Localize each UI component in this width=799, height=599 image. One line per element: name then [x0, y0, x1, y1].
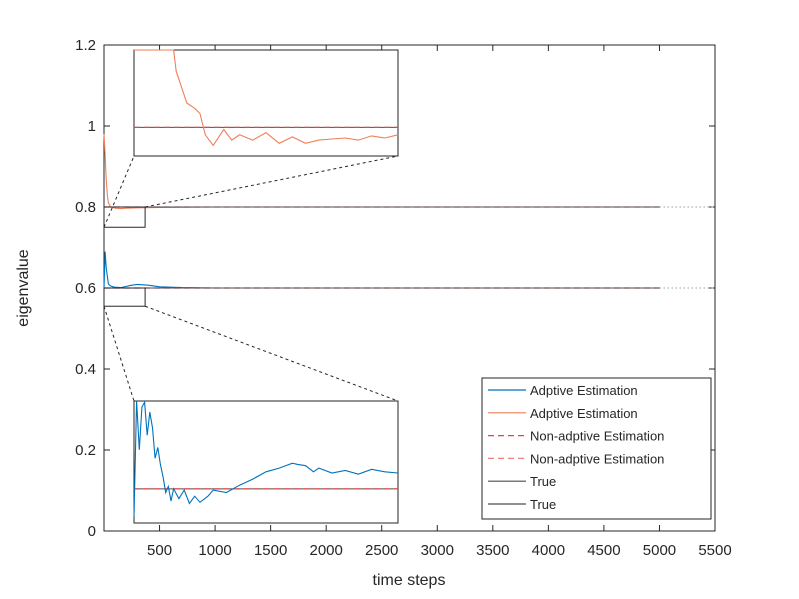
legend-label: Adptive Estimation: [530, 406, 638, 421]
inset-curve: [134, 49, 399, 147]
zoom-connector: [145, 155, 399, 208]
inset-lower-box: [133, 400, 399, 524]
inset-curve: [133, 400, 399, 517]
zoom-connector: [103, 155, 135, 228]
x-axis-label: time steps: [373, 572, 446, 589]
zoom-connector: [103, 306, 135, 402]
inset-upper-box: [133, 49, 399, 157]
series-layer: [103, 134, 715, 289]
legend-label: True: [530, 497, 556, 512]
legend-label: Non-adptive Estimation: [530, 429, 664, 444]
x-tick-label: 2000: [309, 542, 342, 559]
legend-label: True: [530, 474, 556, 489]
x-tick-label: 4000: [532, 542, 565, 559]
x-tick-label: 500: [147, 542, 172, 559]
legend: Adptive Estimation Adptive Estimation Non-…: [481, 377, 712, 520]
y-tick-label: 0.8: [75, 199, 96, 216]
y-tick-label: 0.6: [75, 280, 96, 297]
zoom-layer: [103, 155, 399, 402]
legend-box: [481, 377, 712, 520]
zoom-rect-lower: [103, 287, 146, 307]
y-tick-label: 0.2: [75, 442, 96, 459]
x-tick-label: 3500: [476, 542, 509, 559]
y-axis: 0 0.2 0.4 0.6 0.8 1 1.2: [75, 37, 715, 540]
y-tick-label: 0: [88, 523, 96, 540]
y-tick-label: 1.2: [75, 37, 96, 54]
y-tick-label: 0.4: [75, 361, 96, 378]
x-tick-label: 5500: [698, 542, 731, 559]
x-tick-label: 4500: [587, 542, 620, 559]
inset-upper: [133, 49, 399, 157]
y-axis-label: eigenvalue: [15, 249, 32, 327]
legend-label: Non-adptive Estimation: [530, 451, 664, 466]
x-tick-label: 1500: [254, 542, 287, 559]
x-tick-label: 2500: [365, 542, 398, 559]
y-tick-label: 1: [88, 118, 96, 135]
x-tick-label: 5000: [643, 542, 676, 559]
legend-label: Adptive Estimation: [530, 383, 638, 398]
x-tick-label: 3000: [421, 542, 454, 559]
x-axis: 500 1000 1500 2000 2500 3000 3500 4000 4500 5000 5…: [147, 45, 732, 559]
zoom-rect-upper: [103, 206, 146, 228]
inset-lower: [133, 400, 399, 524]
x-tick-label: 1000: [198, 542, 231, 559]
